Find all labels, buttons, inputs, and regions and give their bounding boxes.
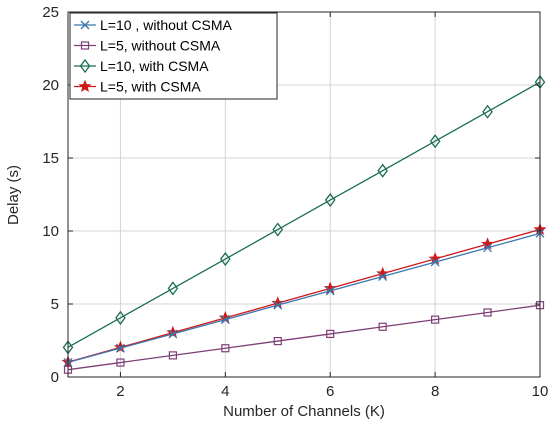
legend-marker <box>79 58 91 74</box>
data-point <box>221 344 230 353</box>
legend: L=10 , without CSMA L=5, without CSMA L=10… <box>69 12 278 100</box>
data-point <box>167 281 179 296</box>
data-point <box>168 329 178 339</box>
legend-label: L=5, with CSMA <box>100 79 201 95</box>
y-tick-label: 25 <box>42 4 59 21</box>
y-tick-label: 20 <box>42 77 59 94</box>
legend-marker <box>80 41 90 50</box>
series-line <box>67 232 541 364</box>
data-point <box>430 257 440 267</box>
y-tick-label: 15 <box>42 150 59 167</box>
data-point <box>482 104 493 119</box>
x-tick-label: 10 <box>532 383 549 400</box>
data-point <box>324 192 336 208</box>
data-point <box>483 308 492 317</box>
data-point <box>113 340 127 353</box>
data-point <box>115 310 126 325</box>
data-point <box>115 343 125 353</box>
legend-label: L=10 , without CSMA <box>100 17 233 33</box>
data-point <box>429 134 441 149</box>
legend-item: L=10 , without CSMA <box>74 17 233 33</box>
x-tick-label: 6 <box>326 383 334 400</box>
legend-item: L=10, with CSMA <box>74 58 209 74</box>
data-point <box>272 222 284 237</box>
plot-frame <box>67 11 541 378</box>
data-point <box>116 358 125 367</box>
y-axis-title: Delay (s) <box>5 165 22 225</box>
series-2 <box>63 301 545 374</box>
axis-ticks: 2 4 6 8 10 0 5 10 15 20 25 <box>42 4 548 400</box>
series-line <box>67 81 541 348</box>
legend-item: L=5, without CSMA <box>74 38 221 54</box>
data-point <box>378 272 388 282</box>
legend-label: L=10, with CSMA <box>100 58 209 74</box>
legend-marker <box>80 20 90 30</box>
data-point <box>378 322 387 331</box>
y-tick-label: 0 <box>51 369 59 386</box>
legend-item: L=5, with CSMA <box>74 79 201 95</box>
legend-box <box>69 12 278 100</box>
x-tick-label: 4 <box>221 383 229 400</box>
data-point <box>325 286 335 296</box>
x-tick-label: 2 <box>116 383 124 400</box>
data-point <box>431 315 440 324</box>
data-point <box>273 336 282 346</box>
legend-label: L=5, without CSMA <box>100 38 221 54</box>
series-line <box>67 304 541 371</box>
data-point <box>273 300 283 310</box>
data-point <box>220 315 230 325</box>
data-point <box>481 237 495 250</box>
y-tick-label: 10 <box>42 223 59 240</box>
data-point <box>483 243 493 253</box>
series-line <box>67 228 541 363</box>
y-tick-label: 5 <box>51 296 59 313</box>
x-tick-label: 8 <box>431 383 439 400</box>
legend-marker <box>78 79 92 93</box>
data-point <box>377 163 388 178</box>
data-point <box>166 325 180 339</box>
x-axis-title: Number of Channels (K) <box>223 403 385 420</box>
data-point <box>326 329 335 339</box>
data-point <box>220 251 231 267</box>
data-point <box>168 351 177 360</box>
